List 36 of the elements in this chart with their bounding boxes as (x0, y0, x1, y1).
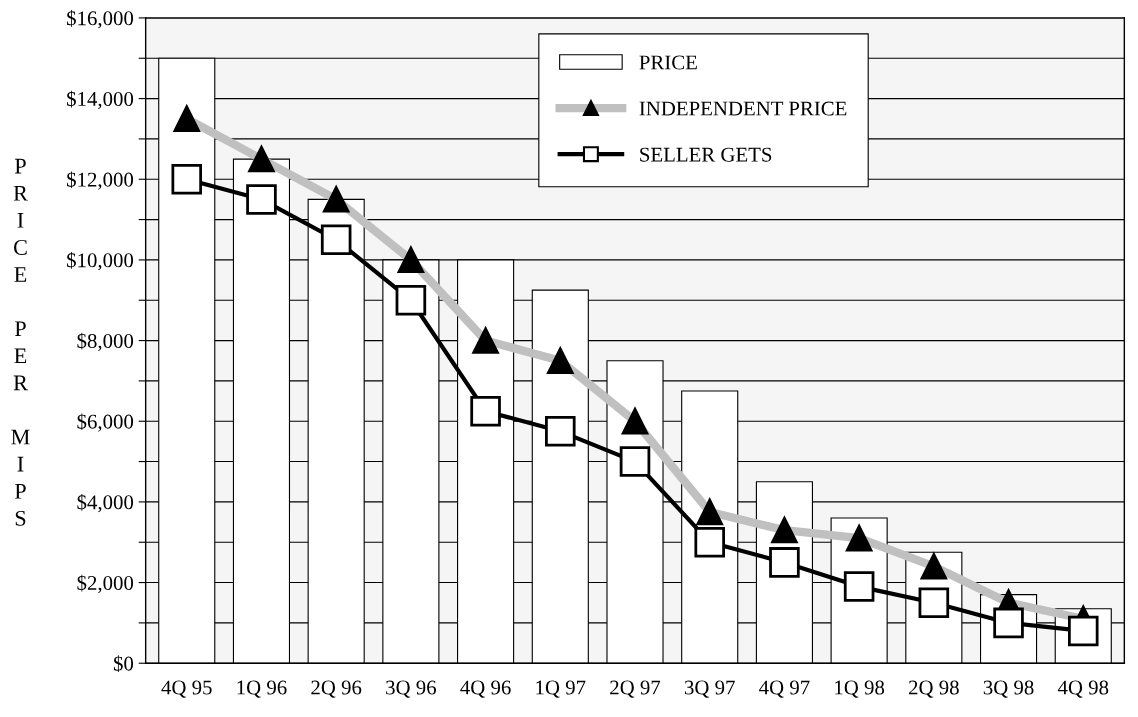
x-tick-label: 4Q 98 (1057, 680, 1109, 698)
x-tick-label: 1Q 96 (237, 680, 287, 698)
x-tick-label: 1Q 97 (536, 680, 586, 698)
x-tick-label: 2Q 98 (909, 680, 959, 698)
y-tick-label: $6,000 (77, 413, 134, 432)
text: PRICE PER MIPS (11, 158, 30, 526)
x-tick-label: 2Q 97 (610, 680, 661, 698)
y-tick-label: $0 (113, 655, 134, 673)
x-tick-label: 4Q 97 (759, 680, 810, 698)
y-tick-label: $8,000 (77, 332, 134, 352)
point (619, 446, 651, 477)
point (470, 395, 501, 427)
y-tick-label: $10,000 (67, 252, 134, 271)
x-tick-label: 3Q 96 (386, 680, 437, 698)
y-tick-label: $14,000 (67, 90, 134, 110)
y-tick-label: $4,000 (77, 494, 134, 513)
point (769, 547, 800, 578)
x-tick-label: 2Q 96 (311, 680, 362, 698)
x-tick-label: 4Q 96 (460, 680, 511, 698)
y-tick-label: $16,000 (67, 10, 134, 29)
y-tick-label: $12,000 (67, 171, 134, 190)
legend-label: PRICE (639, 55, 697, 70)
legend-label: INDEPENDENT PRICE (639, 101, 847, 116)
point (246, 184, 277, 215)
x-tick-label: 4Q 95 (161, 680, 212, 698)
point (694, 526, 725, 558)
x-tick-label: 3Q 98 (983, 680, 1034, 698)
point (171, 163, 203, 195)
x-tick-label: 3Q 97 (684, 680, 735, 698)
y-tick-label: $2,000 (77, 574, 134, 593)
legend-label: SELLER GETS (640, 147, 772, 162)
x-tick-label: 1Q 98 (835, 680, 885, 698)
point (320, 224, 352, 256)
point (843, 571, 875, 602)
point (545, 416, 576, 447)
point (395, 284, 427, 316)
